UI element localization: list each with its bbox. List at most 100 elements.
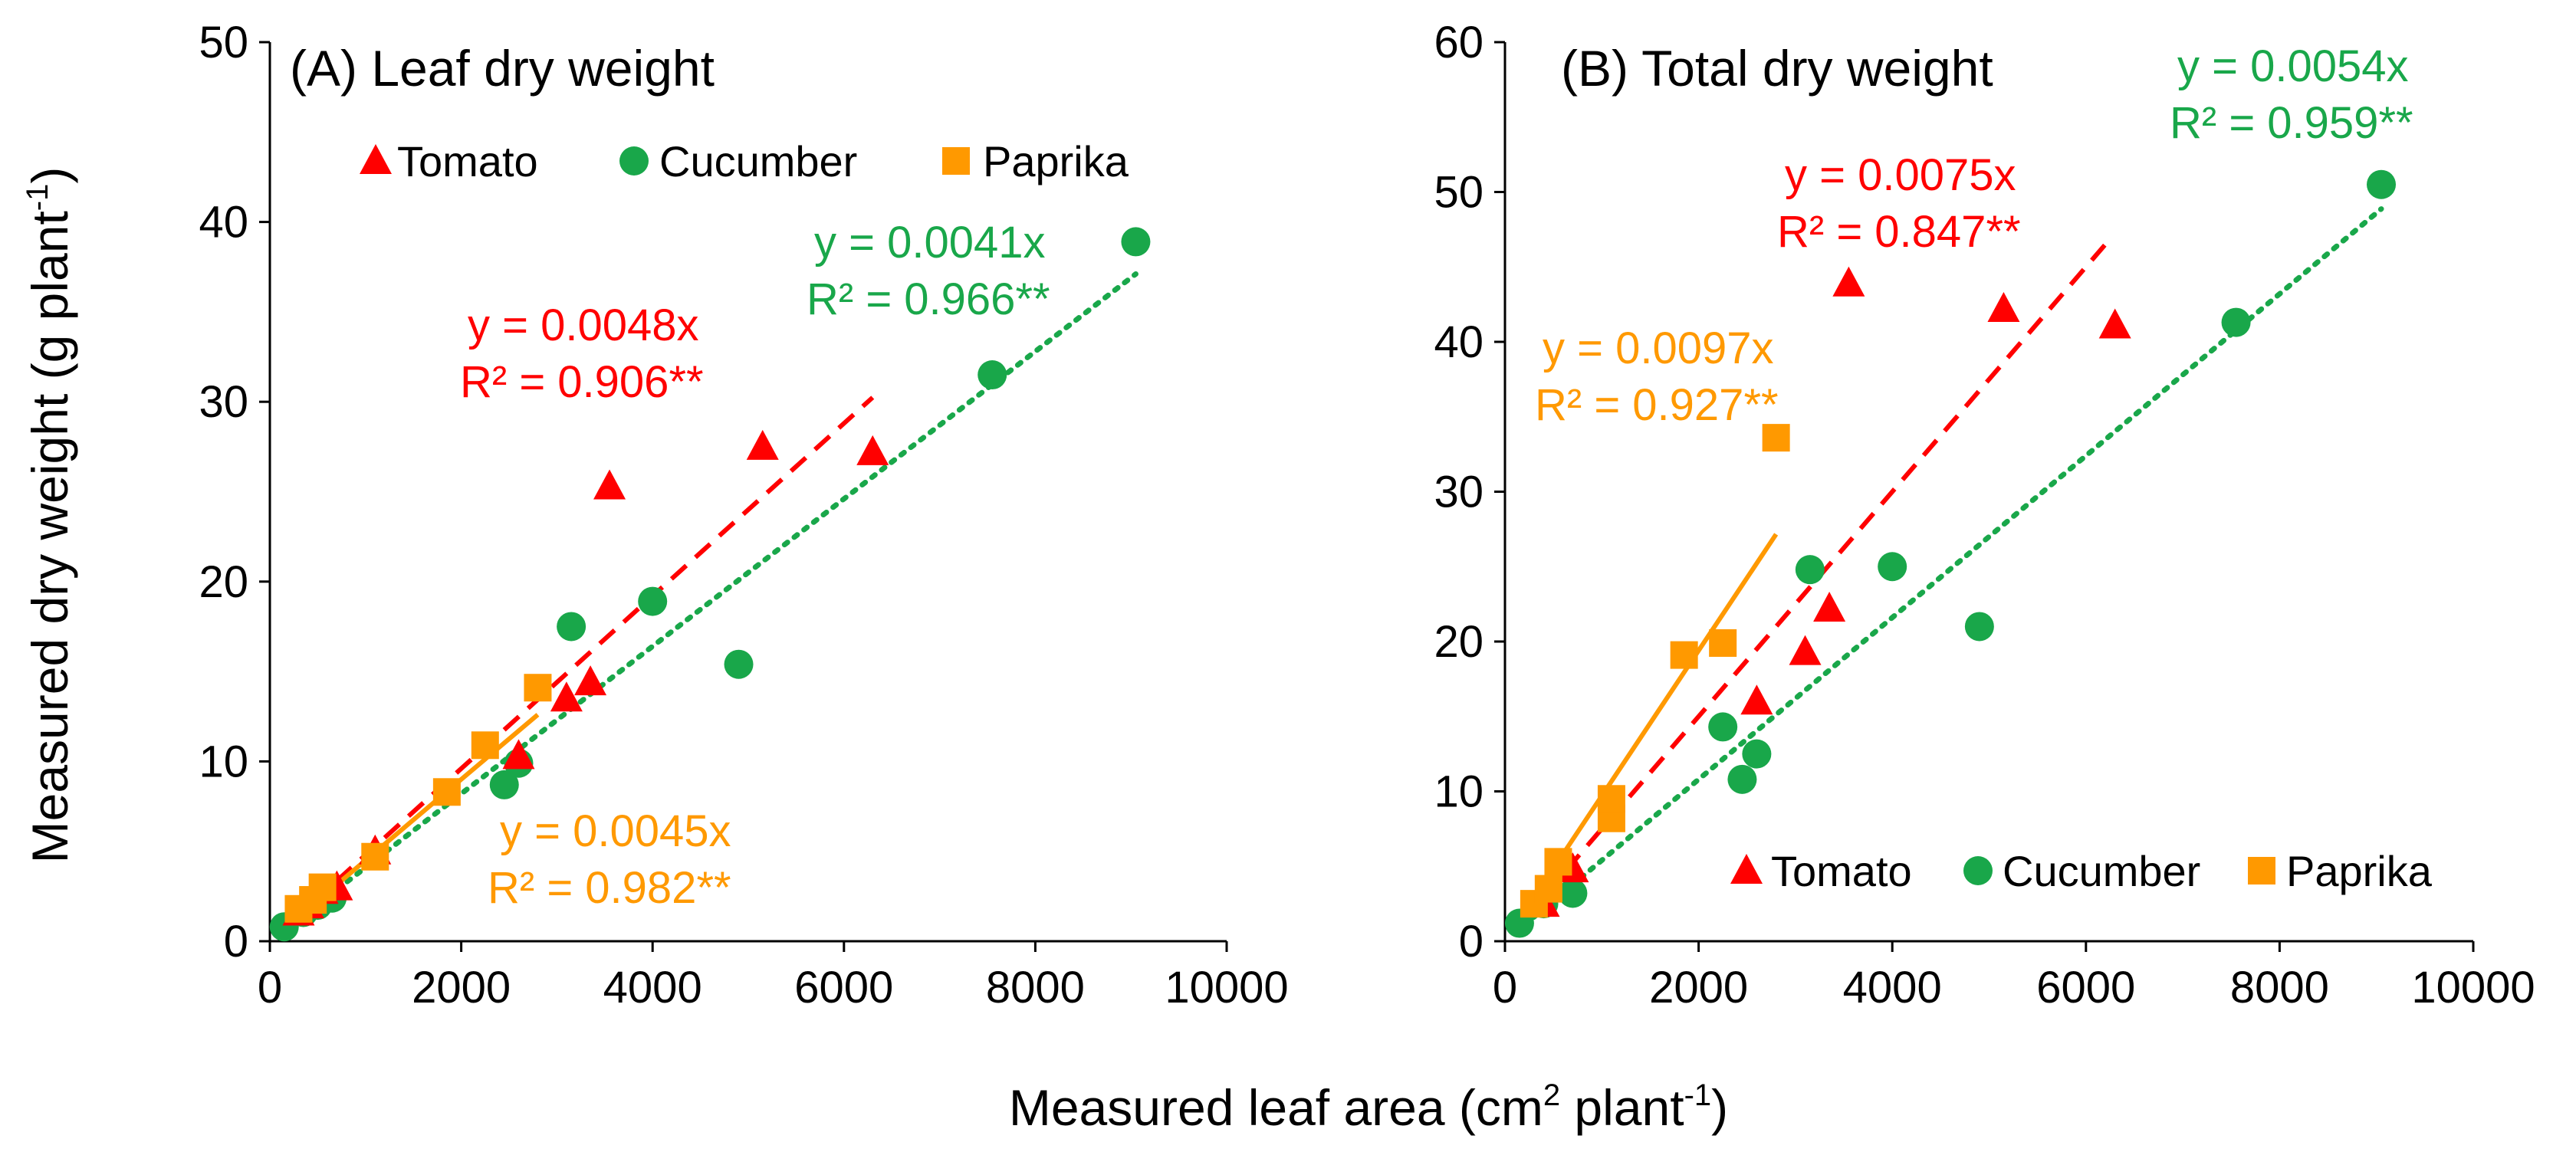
x-tick-label-a: 6000 — [794, 963, 893, 1013]
panel-b-total-dry-weight: 0 10 20 30 40 50 60 0 2000 4000 6000 8000 10000 (B) … — [1434, 18, 2535, 1013]
equation-b-cucumber: y = 0.0054x — [2177, 41, 2409, 91]
point-paprika-a — [471, 731, 499, 760]
point-cucumber-b — [1795, 555, 1825, 585]
equation-a-paprika: y = 0.0045x — [500, 806, 731, 856]
point-tomato-b — [1832, 266, 1865, 297]
point-tomato-a — [593, 469, 626, 500]
point-paprika-b — [1534, 875, 1562, 903]
point-cucumber-a — [489, 770, 519, 799]
point-cucumber-a — [724, 649, 754, 679]
legend-label-paprika: Paprika — [2286, 847, 2433, 895]
y-tick-label-b: 20 — [1434, 617, 1484, 667]
point-paprika-b — [1544, 848, 1572, 876]
x-tick-label-b: 6000 — [2036, 963, 2135, 1013]
legend-marker-cucumber — [619, 146, 649, 176]
y-tick-label-b: 0 — [1459, 917, 1484, 967]
r2-a-cucumber: R² = 0.966** — [807, 274, 1050, 324]
legend-square-paprika — [2248, 857, 2275, 885]
r2-b-tomato: R² = 0.847** — [1777, 207, 2021, 257]
point-cucumber-a — [557, 612, 586, 642]
panel-b-fit-lines — [1521, 206, 2384, 928]
point-cucumber-b — [1558, 878, 1588, 908]
point-cucumber-b — [1964, 612, 1994, 642]
fit-line-cucumber-a — [286, 271, 1138, 930]
point-tomato-b — [1987, 291, 2020, 322]
y-tick-label-b: 10 — [1434, 767, 1484, 817]
legend-marker-paprika — [942, 147, 970, 175]
legend-square-paprika — [942, 147, 970, 175]
point-cucumber-b — [1727, 764, 1757, 794]
r2-b-cucumber: R² = 0.959** — [2170, 98, 2413, 148]
x-tick-label-a: 2000 — [412, 963, 511, 1013]
panel-a-equations: y = 0.0048x R² = 0.906** y = 0.0041x R² … — [460, 218, 1050, 913]
x-tick-label-b: 2000 — [1649, 963, 1748, 1013]
legend-marker-tomato — [1730, 854, 1763, 884]
point-tomato-b — [1813, 591, 1846, 622]
point-tomato-a — [856, 435, 889, 465]
legend-label-tomato: Tomato — [1771, 847, 1912, 895]
y-tick-label-b: 60 — [1434, 18, 1484, 67]
point-paprika-b — [1709, 629, 1737, 657]
point-cucumber-a — [978, 360, 1007, 390]
x-tick-label-b: 0 — [1493, 963, 1517, 1013]
point-paprika-a — [361, 842, 389, 871]
panel-a-axes: 0 10 20 30 40 50 0 2000 4000 6000 8000 10000 — [199, 18, 1288, 1013]
y-tick-label-a: 50 — [199, 18, 248, 67]
panel-a-legend: Tomato Cucumber Paprika — [360, 137, 1129, 185]
point-cucumber-b — [2367, 169, 2397, 199]
point-tomato-a — [746, 429, 779, 460]
equation-a-tomato: y = 0.0048x — [468, 300, 699, 350]
legend-marker-tomato — [360, 144, 392, 174]
point-tomato-a — [574, 665, 607, 696]
y-tick-label-b: 40 — [1434, 317, 1484, 367]
panel-b-points — [1504, 169, 2397, 938]
x-tick-label-b: 10000 — [2411, 963, 2535, 1013]
y-tick-label-a: 10 — [199, 737, 248, 786]
y-tick-label-a: 40 — [199, 198, 248, 248]
panel-b-axes: 0 10 20 30 40 50 60 0 2000 4000 6000 8000 10000 — [1434, 18, 2535, 1013]
point-paprika-b — [1670, 641, 1698, 669]
point-paprika-b — [1597, 785, 1625, 813]
x-tick-label-a: 10000 — [1165, 963, 1288, 1013]
point-paprika-a — [524, 674, 552, 702]
legend-circle-cucumber — [1963, 856, 1993, 885]
point-tomato-b — [1789, 635, 1822, 665]
legend-circle-cucumber — [619, 146, 649, 176]
fit-line-cucumber-b — [1521, 206, 2384, 928]
panel-a-leaf-dry-weight: 0 10 20 30 40 50 0 2000 4000 6000 8000 10000 (A) Le… — [199, 18, 1288, 1013]
point-cucumber-a — [638, 586, 668, 616]
y-tick-label-a: 20 — [199, 557, 248, 607]
equation-b-tomato: y = 0.0075x — [1785, 150, 2016, 200]
legend-label-cucumber: Cucumber — [2003, 847, 2200, 895]
legend-triangle-tomato — [360, 144, 392, 174]
y-axis-title: Measured dry weight (g plant-1) — [21, 167, 78, 864]
legend-triangle-tomato — [1730, 854, 1763, 884]
legend-marker-paprika — [2248, 857, 2275, 885]
equation-a-cucumber: y = 0.0041x — [814, 218, 1046, 267]
r2-b-paprika: R² = 0.927** — [1535, 380, 1779, 430]
point-cucumber-b — [2221, 307, 2251, 337]
x-tick-label-a: 4000 — [603, 963, 702, 1013]
legend-label-tomato: Tomato — [397, 137, 538, 185]
panel-b-equations: y = 0.0075x R² = 0.847** y = 0.0054x R² … — [1535, 41, 2413, 430]
point-tomato-a — [550, 681, 583, 712]
point-paprika-a — [308, 873, 337, 901]
panel-a-points — [269, 227, 1151, 942]
point-tomato-b — [1740, 684, 1773, 715]
point-tomato-a — [502, 739, 535, 770]
legend-marker-cucumber — [1963, 856, 1993, 885]
point-tomato-b — [2098, 308, 2131, 339]
y-tick-label-b: 50 — [1434, 168, 1484, 218]
panel-b-legend: Tomato Cucumber Paprika — [1730, 847, 2433, 895]
equation-b-paprika: y = 0.0097x — [1543, 323, 1774, 373]
x-tick-label-a: 8000 — [986, 963, 1085, 1013]
y-tick-label-a: 0 — [224, 917, 248, 967]
x-tick-label-b: 8000 — [2230, 963, 2329, 1013]
r2-a-paprika: R² = 0.982** — [488, 863, 731, 913]
panel-a-title: (A) Leaf dry weight — [290, 40, 715, 97]
r2-a-tomato: R² = 0.906** — [460, 357, 704, 407]
y-tick-label-b: 30 — [1434, 468, 1484, 517]
x-tick-label-a: 0 — [258, 963, 282, 1013]
panel-b-title: (B) Total dry weight — [1561, 40, 1993, 97]
point-cucumber-b — [1878, 552, 1907, 582]
